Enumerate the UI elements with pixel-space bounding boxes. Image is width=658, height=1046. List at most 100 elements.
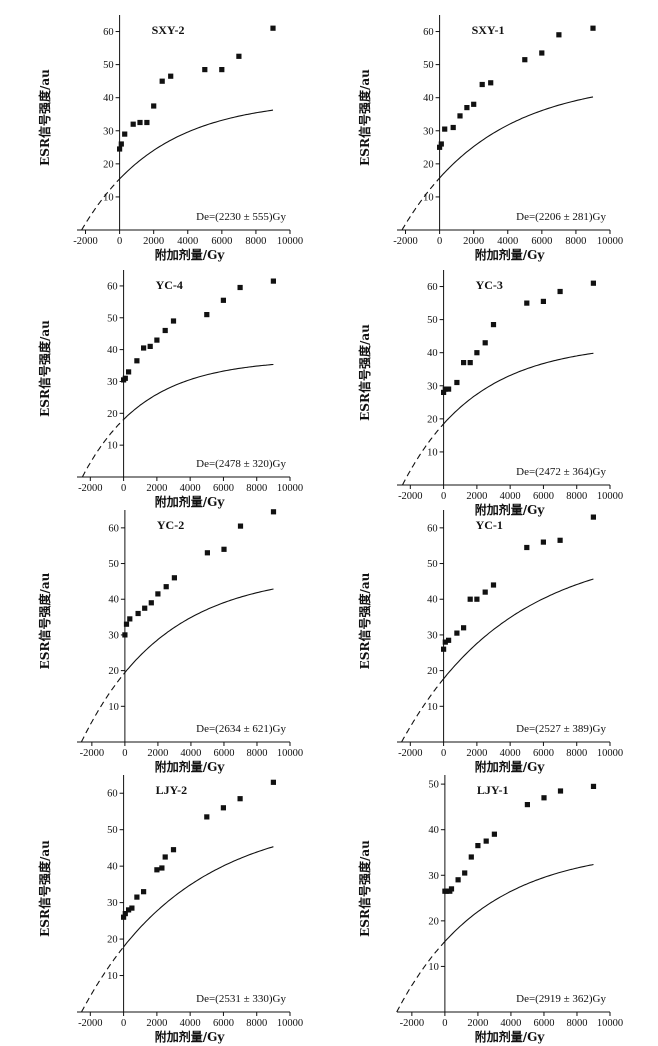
- y-axis-label: ESR信号强度/au: [37, 320, 52, 417]
- data-point: [438, 141, 444, 147]
- y-tick-label: 50: [107, 313, 118, 324]
- de-annotation: De=(2230 ± 555)Gy: [196, 211, 286, 223]
- y-tick-label: 10: [108, 702, 119, 713]
- data-point: [151, 103, 157, 109]
- y-tick-label: 40: [107, 862, 118, 873]
- x-tick-label: -2000: [398, 748, 423, 759]
- data-point: [168, 73, 174, 79]
- data-point: [127, 616, 133, 622]
- y-tick-label: 10: [427, 447, 438, 458]
- data-point: [448, 886, 455, 892]
- data-point: [122, 632, 128, 638]
- data-point: [237, 523, 244, 529]
- y-tick-label: 30: [107, 898, 118, 909]
- de-annotation: De=(2531 ± 330)Gy: [196, 993, 286, 1005]
- panel-title: LJY-1: [477, 783, 509, 797]
- fit-curve: [443, 352, 594, 425]
- y-tick-label: 50: [428, 780, 439, 791]
- x-tick-label: 4000: [500, 491, 521, 502]
- data-point: [142, 605, 148, 611]
- x-tick-label: 8000: [565, 236, 586, 247]
- de-annotation: De=(2472 ± 364)Gy: [516, 466, 606, 478]
- data-point: [202, 67, 208, 73]
- data-point: [122, 131, 128, 137]
- x-tick-label: -2000: [78, 1018, 103, 1029]
- x-axis-label: 附加剂量/Gy: [155, 759, 226, 774]
- x-axis-label: 附加剂量/Gy: [155, 247, 226, 262]
- y-tick-label: 60: [108, 523, 119, 534]
- x-axis-label: 附加剂量/Gy: [475, 247, 546, 262]
- data-point: [134, 894, 140, 900]
- panel-title: YC-3: [476, 278, 503, 292]
- y-tick-label: 30: [427, 381, 438, 392]
- fit-curve: [123, 363, 274, 420]
- data-point: [237, 796, 243, 802]
- data-point: [204, 814, 210, 820]
- data-point: [237, 284, 243, 291]
- de-annotation: De=(2527 ± 389)Gy: [516, 723, 606, 735]
- y-axis-label: ESR信号强度/au: [357, 572, 372, 669]
- x-tick-label: 0: [121, 483, 126, 494]
- x-tick-label: 10000: [277, 1018, 303, 1029]
- panel-title: SXY-2: [152, 23, 185, 37]
- y-tick-label: 40: [423, 93, 434, 104]
- y-tick-label: 30: [427, 630, 438, 641]
- x-tick-label: 0: [122, 748, 127, 759]
- data-point: [134, 358, 140, 364]
- de-annotation: De=(2634 ± 621)Gy: [196, 723, 286, 735]
- y-tick-label: 50: [108, 559, 119, 570]
- data-point: [455, 877, 461, 883]
- x-tick-label: 4000: [500, 748, 521, 759]
- x-tick-label: 8000: [566, 491, 587, 502]
- data-point: [443, 888, 450, 894]
- extrapolated-fit-curve: [402, 423, 444, 486]
- data-point: [483, 838, 489, 844]
- data-point: [442, 386, 448, 392]
- extrapolated-fit-curve: [396, 941, 446, 1013]
- data-point: [441, 646, 447, 652]
- data-point: [540, 539, 546, 545]
- panel-title: SXY-1: [472, 23, 505, 37]
- data-point: [488, 80, 494, 86]
- x-tick-label: 10000: [597, 491, 623, 502]
- x-tick-label: -2000: [400, 1018, 425, 1029]
- data-point: [462, 870, 468, 876]
- chart-panel-7: -2000 0 2000 4000 6000 8000 10000 10 20 30 40 50 60 L…: [37, 775, 303, 1044]
- x-tick-label: 0: [441, 748, 446, 759]
- x-tick-label: 4000: [497, 236, 518, 247]
- x-tick-label: 8000: [245, 236, 266, 247]
- data-point: [270, 509, 277, 515]
- x-tick-label: 2000: [147, 748, 168, 759]
- data-point: [541, 795, 547, 801]
- data-point: [524, 544, 530, 551]
- y-tick-label: 20: [427, 414, 438, 425]
- y-tick-label: 10: [427, 702, 438, 713]
- data-point: [441, 389, 447, 395]
- x-tick-label: 0: [442, 1018, 447, 1029]
- data-point: [147, 343, 153, 349]
- y-tick-label: 20: [108, 666, 119, 677]
- data-point: [220, 805, 226, 811]
- data-point: [129, 905, 135, 911]
- x-tick-label: 8000: [566, 748, 587, 759]
- extrapolated-fit-curve: [80, 672, 126, 743]
- y-tick-label: 10: [423, 192, 434, 203]
- y-axis-label: ESR信号强度/au: [37, 840, 52, 937]
- y-tick-label: 60: [423, 27, 434, 38]
- y-tick-label: 40: [428, 825, 439, 836]
- data-point: [590, 280, 596, 286]
- extrapolated-fit-curve: [401, 177, 440, 231]
- data-point: [117, 146, 123, 152]
- x-tick-label: 2000: [466, 748, 487, 759]
- y-tick-label: 20: [107, 935, 118, 946]
- data-point: [204, 550, 210, 556]
- x-tick-label: -2000: [398, 491, 423, 502]
- x-tick-label: -2000: [78, 483, 103, 494]
- x-tick-label: 10000: [277, 748, 303, 759]
- data-point: [450, 124, 456, 131]
- y-tick-label: 50: [423, 60, 434, 71]
- data-point: [141, 345, 147, 351]
- y-tick-label: 10: [107, 441, 118, 452]
- x-tick-label: 10000: [597, 1018, 623, 1029]
